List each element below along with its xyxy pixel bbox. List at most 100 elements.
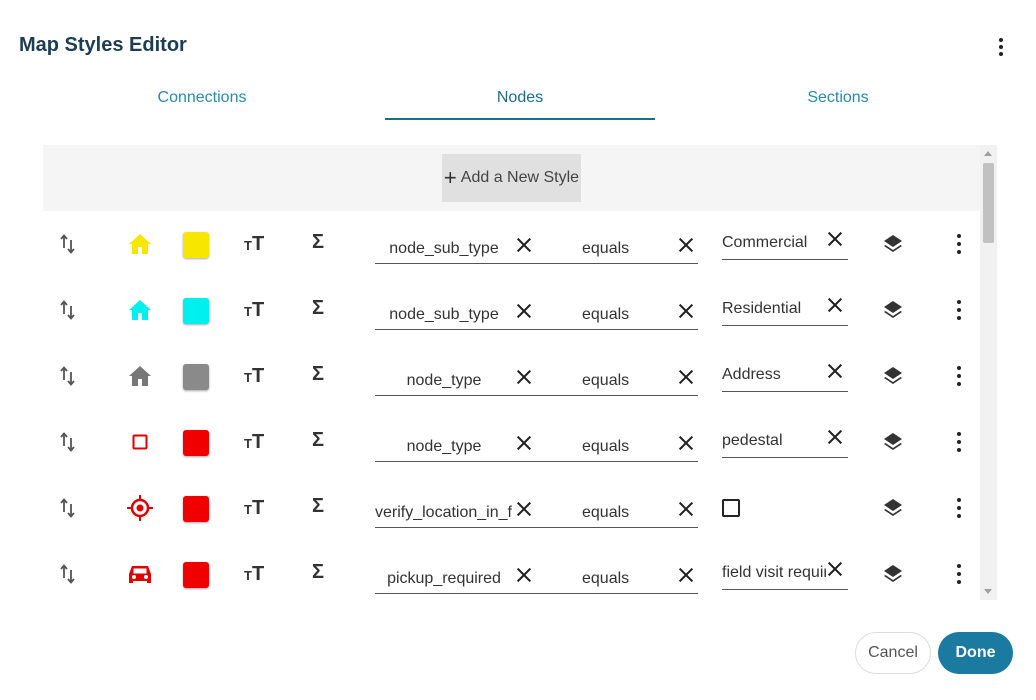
layers-icon[interactable] — [882, 431, 904, 453]
value-field[interactable]: Residential — [722, 296, 848, 326]
operator-field[interactable]: equals — [525, 300, 698, 330]
scrollbar-thumb[interactable] — [983, 163, 994, 243]
operator-text: equals — [582, 438, 630, 455]
sigma-icon[interactable]: Σ — [312, 297, 325, 319]
reorder-icon[interactable] — [59, 497, 77, 519]
value-text: Address — [722, 366, 781, 383]
sigma-icon[interactable]: Σ — [312, 363, 325, 385]
text-size-icon[interactable]: TT — [244, 563, 265, 585]
operator-field[interactable]: equals — [525, 564, 698, 594]
clear-operator-icon[interactable] — [677, 302, 695, 320]
value-text: Commercial — [722, 234, 808, 251]
color-swatch[interactable] — [183, 496, 209, 522]
sigma-icon[interactable]: Σ — [312, 231, 325, 253]
attribute-field[interactable]: node_type — [375, 366, 525, 396]
attribute-text: pickup_required — [387, 570, 501, 587]
operator-field[interactable]: equals — [525, 234, 698, 264]
value-text: pedestal — [722, 432, 783, 449]
reorder-icon[interactable] — [59, 365, 77, 387]
value-text: Residential — [722, 300, 802, 317]
attribute-text: node_sub_type — [389, 306, 499, 323]
scroll-up-arrow-icon[interactable] — [984, 151, 992, 156]
reorder-icon[interactable] — [59, 299, 77, 321]
row-more-icon[interactable] — [955, 366, 963, 386]
cancel-button[interactable]: Cancel — [855, 632, 931, 674]
value-field[interactable]: Commercial — [722, 230, 848, 260]
text-size-icon[interactable]: TT — [244, 431, 265, 453]
add-style-button[interactable]: + Add a New Style — [442, 154, 581, 202]
attribute-field[interactable]: pickup_required — [375, 564, 525, 594]
clear-operator-icon[interactable] — [677, 566, 695, 584]
layers-icon[interactable] — [882, 365, 904, 387]
color-swatch[interactable] — [183, 430, 209, 456]
crosshair-icon[interactable] — [127, 495, 153, 521]
sigma-icon[interactable]: Σ — [312, 561, 325, 583]
value-field[interactable]: pedestal — [722, 428, 848, 458]
clear-value-icon[interactable] — [826, 362, 844, 380]
tab-nodes[interactable]: Nodes — [361, 78, 679, 122]
reorder-icon[interactable] — [59, 563, 77, 585]
text-size-icon[interactable]: TT — [244, 299, 265, 321]
clear-operator-icon[interactable] — [677, 500, 695, 518]
text-size-icon[interactable]: TT — [244, 233, 265, 255]
reorder-icon[interactable] — [59, 431, 77, 453]
tab-sections[interactable]: Sections — [807, 89, 869, 106]
layers-icon[interactable] — [882, 299, 904, 321]
attribute-field[interactable]: node_sub_type — [375, 300, 525, 330]
value-field[interactable]: field visit required — [722, 560, 848, 590]
operator-field[interactable]: equals — [525, 366, 698, 396]
clear-operator-icon[interactable] — [677, 236, 695, 254]
clear-value-icon[interactable] — [826, 560, 844, 578]
layers-icon[interactable] — [882, 497, 904, 519]
tab-bar: Connections Nodes Sections — [43, 78, 997, 122]
operator-text: equals — [582, 372, 630, 389]
text-size-icon[interactable]: TT — [244, 497, 265, 519]
color-swatch[interactable] — [183, 232, 209, 258]
row-more-icon[interactable] — [955, 432, 963, 452]
text-size-icon[interactable]: TT — [244, 365, 265, 387]
color-swatch[interactable] — [183, 562, 209, 588]
value-checkbox[interactable] — [722, 499, 740, 517]
attribute-field[interactable]: verify_location_in_field — [375, 498, 525, 528]
home-icon[interactable] — [127, 363, 153, 389]
clear-operator-icon[interactable] — [677, 368, 695, 386]
tab-connections[interactable]: Connections — [157, 89, 247, 106]
clear-value-icon[interactable] — [826, 296, 844, 314]
layers-icon[interactable] — [882, 233, 904, 255]
clear-value-icon[interactable] — [826, 428, 844, 446]
sigma-icon[interactable]: Σ — [312, 429, 325, 451]
home-icon[interactable] — [127, 297, 153, 323]
clear-value-icon[interactable] — [826, 230, 844, 248]
attribute-field[interactable]: node_sub_type — [375, 234, 525, 264]
sigma-icon[interactable]: Σ — [312, 495, 325, 517]
attribute-text: node_type — [406, 438, 482, 455]
done-button[interactable]: Done — [938, 632, 1013, 674]
value-field[interactable]: Address — [722, 362, 848, 392]
scrollbar[interactable] — [980, 145, 997, 600]
attribute-text: node_sub_type — [389, 240, 499, 257]
row-more-icon[interactable] — [955, 234, 963, 254]
reorder-icon[interactable] — [59, 233, 77, 255]
color-swatch[interactable] — [183, 298, 209, 324]
row-more-icon[interactable] — [955, 300, 963, 320]
square-outline-icon[interactable] — [127, 429, 153, 455]
clear-operator-icon[interactable] — [677, 434, 695, 452]
attribute-field[interactable]: node_type — [375, 432, 525, 462]
home-icon[interactable] — [127, 231, 153, 257]
scroll-down-arrow-icon[interactable] — [984, 589, 992, 594]
row-more-icon[interactable] — [955, 498, 963, 518]
layers-icon[interactable] — [882, 563, 904, 585]
color-swatch[interactable] — [183, 364, 209, 390]
more-options-icon[interactable] — [990, 36, 1012, 58]
plus-icon: + — [443, 165, 457, 190]
car-icon[interactable] — [127, 561, 153, 587]
row-more-icon[interactable] — [955, 564, 963, 584]
operator-field[interactable]: equals — [525, 432, 698, 462]
operator-field[interactable]: equals — [525, 498, 698, 528]
